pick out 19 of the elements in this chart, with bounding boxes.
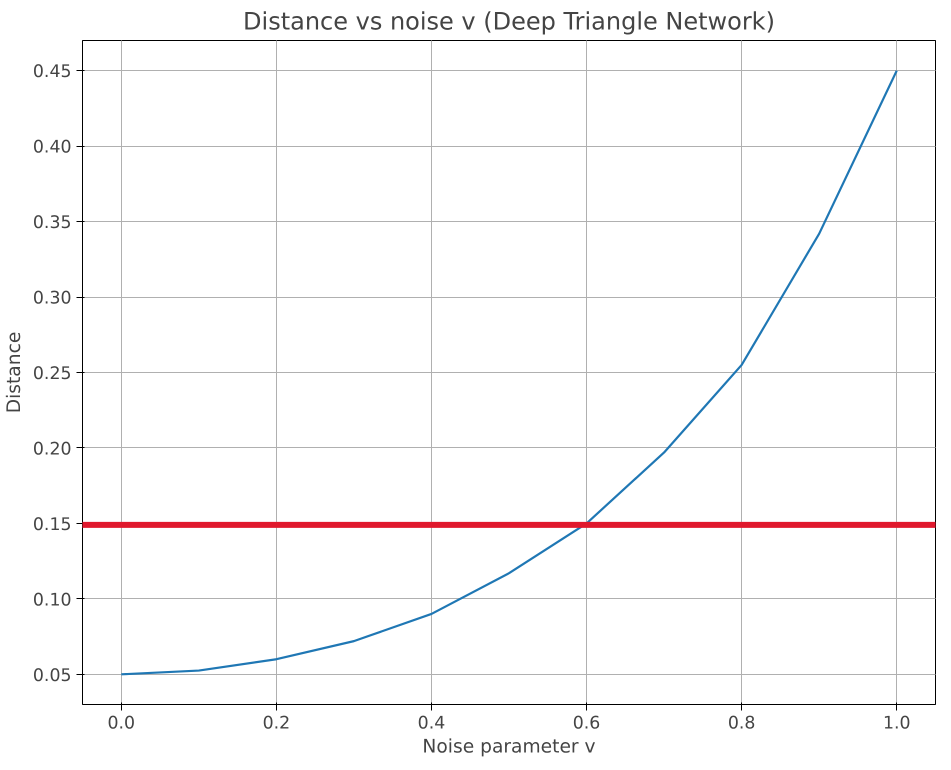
x-axis-title: Noise parameter v [422, 736, 596, 758]
y-tick-label: 0.40 [32, 138, 72, 158]
y-tick-label: 0.20 [32, 439, 72, 460]
line-series [120, 70, 898, 676]
y-tick-label: 0.45 [32, 62, 72, 82]
x-tick-label: 0.4 [418, 714, 446, 734]
x-tick-label: 0.8 [728, 714, 756, 734]
y-tick-label: 0.25 [32, 364, 72, 384]
x-tick-label: 1.0 [882, 714, 911, 734]
y-tick-label: 0.10 [32, 590, 72, 610]
y-tick-label: 0.30 [32, 288, 72, 309]
y-tick-label: 0.35 [32, 213, 72, 234]
x-tick-label: 0.2 [262, 714, 290, 734]
y-tick-label: 0.15 [32, 514, 72, 535]
y-tick-label: 0.05 [32, 666, 72, 686]
y-axis-title: Distance [4, 332, 25, 414]
chart-title: Distance vs noise v (Deep Triangle Network) [243, 8, 775, 36]
x-tick-label: 0.0 [107, 714, 136, 734]
x-tick-label: 0.6 [572, 714, 600, 734]
